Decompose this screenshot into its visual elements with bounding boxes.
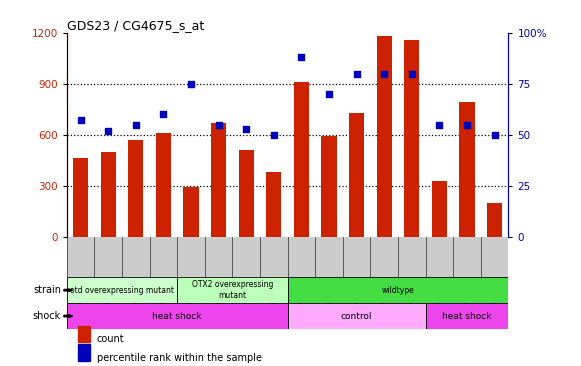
- Point: [187, 81, 196, 87]
- Point: [379, 71, 389, 76]
- Point: [435, 122, 444, 127]
- Point: [407, 71, 417, 76]
- Bar: [288, 277, 508, 303]
- Point: [324, 91, 333, 97]
- Bar: [404, 40, 419, 236]
- Text: percentile rank within the sample: percentile rank within the sample: [97, 353, 262, 363]
- Bar: [432, 180, 447, 236]
- Bar: [266, 172, 281, 236]
- Bar: [487, 202, 502, 236]
- Text: heat shock: heat shock: [152, 311, 202, 321]
- Bar: [73, 158, 88, 236]
- Bar: [239, 150, 254, 236]
- Text: wildtype: wildtype: [382, 286, 414, 295]
- Bar: [78, 344, 90, 361]
- Point: [103, 128, 113, 134]
- Point: [76, 117, 85, 123]
- Bar: [156, 133, 171, 236]
- Bar: [425, 303, 508, 329]
- Bar: [128, 140, 144, 236]
- Text: heat shock: heat shock: [442, 311, 492, 321]
- Bar: [321, 137, 336, 236]
- Bar: [288, 303, 425, 329]
- Text: otd overexpressing mutant: otd overexpressing mutant: [70, 286, 174, 295]
- Bar: [101, 152, 116, 236]
- Text: shock: shock: [33, 311, 61, 321]
- Bar: [460, 102, 475, 236]
- Point: [214, 122, 223, 127]
- Bar: [211, 123, 226, 236]
- Bar: [67, 303, 288, 329]
- Point: [131, 122, 141, 127]
- Text: count: count: [97, 335, 124, 344]
- Text: control: control: [341, 311, 372, 321]
- Bar: [184, 187, 199, 236]
- Bar: [294, 82, 309, 236]
- Bar: [349, 113, 364, 236]
- Text: GDS23 / CG4675_s_at: GDS23 / CG4675_s_at: [67, 19, 204, 32]
- Point: [297, 55, 306, 60]
- Text: OTX2 overexpressing
mutant: OTX2 overexpressing mutant: [192, 280, 273, 300]
- Point: [352, 71, 361, 76]
- Text: strain: strain: [33, 285, 61, 295]
- Point: [242, 126, 251, 131]
- Point: [269, 132, 278, 138]
- Point: [159, 111, 168, 117]
- Bar: [177, 277, 288, 303]
- Bar: [376, 36, 392, 236]
- Point: [490, 132, 499, 138]
- Point: [462, 122, 472, 127]
- Bar: [67, 277, 177, 303]
- Bar: [78, 326, 90, 342]
